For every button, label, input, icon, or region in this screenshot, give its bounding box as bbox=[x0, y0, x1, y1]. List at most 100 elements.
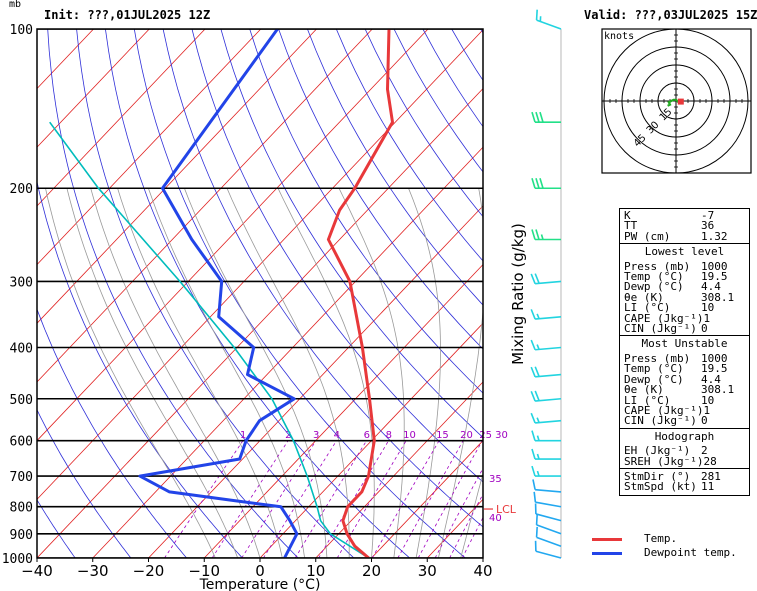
most-unstable-row: CAPE (Jkg⁻¹) 1 bbox=[620, 403, 749, 417]
dry-adiabat-line bbox=[191, 29, 483, 483]
dry-adiabat-line bbox=[47, 29, 299, 558]
mixing-ratio-line bbox=[318, 440, 389, 558]
wind-barb-flag bbox=[530, 412, 536, 424]
wind-barb-flag bbox=[530, 366, 536, 378]
dry-adiabat-line bbox=[335, 29, 483, 262]
wind-barb-flag bbox=[535, 229, 540, 240]
wind-barb-flag bbox=[530, 339, 536, 351]
moist-adiabat-line bbox=[45, 188, 216, 558]
index-label: Press (mb) bbox=[624, 259, 691, 273]
index-row: PW (cm) 1.32 bbox=[620, 229, 749, 243]
index-value: 2 bbox=[701, 444, 708, 458]
mixing-ratio-label: 1 bbox=[240, 430, 246, 441]
most-unstable-row: CIN (Jkg⁻¹) 0 bbox=[620, 415, 749, 426]
hodograph-ring bbox=[603, 29, 749, 173]
index-value: 19.5 bbox=[701, 270, 728, 284]
index-label: PW (cm) bbox=[624, 229, 671, 243]
index-label: TT bbox=[624, 219, 638, 233]
index-value: 308.1 bbox=[701, 383, 735, 397]
indices-panel: K -7 TT 36 PW (cm) 1.32 Lowest level Press (mb)… bbox=[619, 208, 750, 496]
x-tick-label: 0 bbox=[255, 562, 265, 580]
index-label: CIN (Jkg⁻¹) bbox=[624, 322, 697, 336]
dry-adiabat-line bbox=[37, 409, 132, 558]
dewpoint-trace-line bbox=[138, 29, 299, 558]
wind-barb-flag bbox=[530, 273, 536, 284]
isotherm-line bbox=[37, 29, 262, 266]
most-unstable-row: LI (°C) 10 bbox=[620, 393, 749, 407]
index-value: 1 bbox=[703, 311, 711, 325]
mixing-ratio-label: 35 bbox=[489, 474, 502, 485]
hodograph-ring bbox=[621, 46, 731, 156]
index-label: EH (Jkg⁻¹) bbox=[624, 444, 691, 458]
index-label: Temp (°C) bbox=[624, 362, 684, 376]
wind-barb bbox=[535, 9, 562, 30]
x-tick-label: −10 bbox=[188, 562, 220, 580]
wind-barb bbox=[534, 540, 562, 559]
wind-barb-half-flag bbox=[536, 313, 540, 320]
isotherm-line bbox=[37, 29, 317, 324]
storm-motion-row: StmSpd (kt) 11 bbox=[620, 480, 749, 494]
mixing-ratio-line bbox=[449, 493, 483, 558]
index-row: K -7 bbox=[620, 209, 749, 222]
legend-temperature: Temp. bbox=[592, 532, 677, 545]
pressure-tick-label: 600 bbox=[10, 435, 33, 450]
isotherm-line bbox=[37, 29, 206, 207]
hodograph-unit-label: knots bbox=[604, 31, 635, 42]
index-label: Temp (°C) bbox=[624, 270, 684, 284]
pressure-tick-label: 800 bbox=[10, 501, 33, 516]
isotherm-line bbox=[37, 87, 483, 558]
wind-barb-flag bbox=[531, 430, 536, 441]
hodograph-index-row: EH (Jkg⁻¹) 2 bbox=[620, 444, 749, 458]
index-label: CAPE (Jkg⁻¹) bbox=[624, 403, 704, 417]
wind-barb-flag bbox=[534, 273, 540, 284]
mixing-ratio-line bbox=[397, 440, 464, 558]
wind-barb bbox=[531, 465, 561, 477]
wind-barb bbox=[531, 448, 561, 460]
wind-barb-half-flag bbox=[536, 344, 540, 350]
wind-barb-half-flag bbox=[540, 234, 544, 240]
index-value: 11 bbox=[701, 480, 715, 494]
isotherm-line bbox=[37, 29, 373, 383]
wind-barb-flag bbox=[535, 9, 538, 21]
pressure-tick-label: 400 bbox=[10, 341, 33, 356]
wind-barb-staff bbox=[535, 488, 562, 493]
wind-barb-flag bbox=[532, 479, 536, 490]
lowest-level-row: LI (°C) 10 bbox=[620, 302, 749, 313]
legend-dewpoint-label: Dewpoint temp. bbox=[644, 546, 737, 559]
wind-barb-flag bbox=[535, 111, 540, 123]
wind-barb bbox=[533, 491, 562, 508]
index-value: 1 bbox=[703, 403, 711, 417]
indices-separator bbox=[620, 427, 749, 429]
lcl-label: LCL bbox=[496, 503, 517, 516]
pressure-unit-label: mb bbox=[9, 0, 22, 10]
wind-barb-flag bbox=[531, 111, 536, 123]
dry-adiabat-line bbox=[278, 29, 483, 350]
indices-separator bbox=[620, 467, 749, 469]
moist-adiabat-line bbox=[338, 188, 405, 558]
most-unstable-heading: Most Unstable bbox=[641, 337, 728, 351]
wind-barb bbox=[532, 479, 562, 493]
storm-motion-row: StmDir (°) 281 bbox=[620, 471, 749, 482]
index-value: 308.1 bbox=[701, 290, 735, 304]
index-label: θe (K) bbox=[624, 383, 664, 397]
pressure-tick-label: 300 bbox=[10, 275, 33, 290]
wind-barb-flag bbox=[531, 465, 536, 477]
index-label: Dewp (°C) bbox=[624, 280, 684, 294]
lowest-level-row: Dewp (°C) 4.4 bbox=[620, 280, 749, 294]
index-label: LI (°C) bbox=[624, 393, 671, 407]
wind-barb bbox=[530, 412, 562, 424]
wind-barb bbox=[531, 111, 561, 123]
mixing-ratio-label: 2 bbox=[285, 430, 291, 441]
most-unstable-row: Dewp (°C) 4.4 bbox=[620, 372, 749, 386]
hodograph-ring bbox=[657, 82, 695, 120]
index-label: K bbox=[624, 209, 631, 222]
wind-barb bbox=[535, 514, 562, 535]
wind-barb-flag bbox=[535, 178, 540, 189]
hodograph-ring bbox=[639, 64, 713, 138]
index-label: Press (mb) bbox=[624, 351, 691, 365]
index-value: 0 bbox=[701, 322, 708, 336]
index-label: Dewp (°C) bbox=[624, 372, 684, 386]
index-value: -7 bbox=[701, 209, 715, 222]
plot-frame bbox=[36, 28, 484, 559]
